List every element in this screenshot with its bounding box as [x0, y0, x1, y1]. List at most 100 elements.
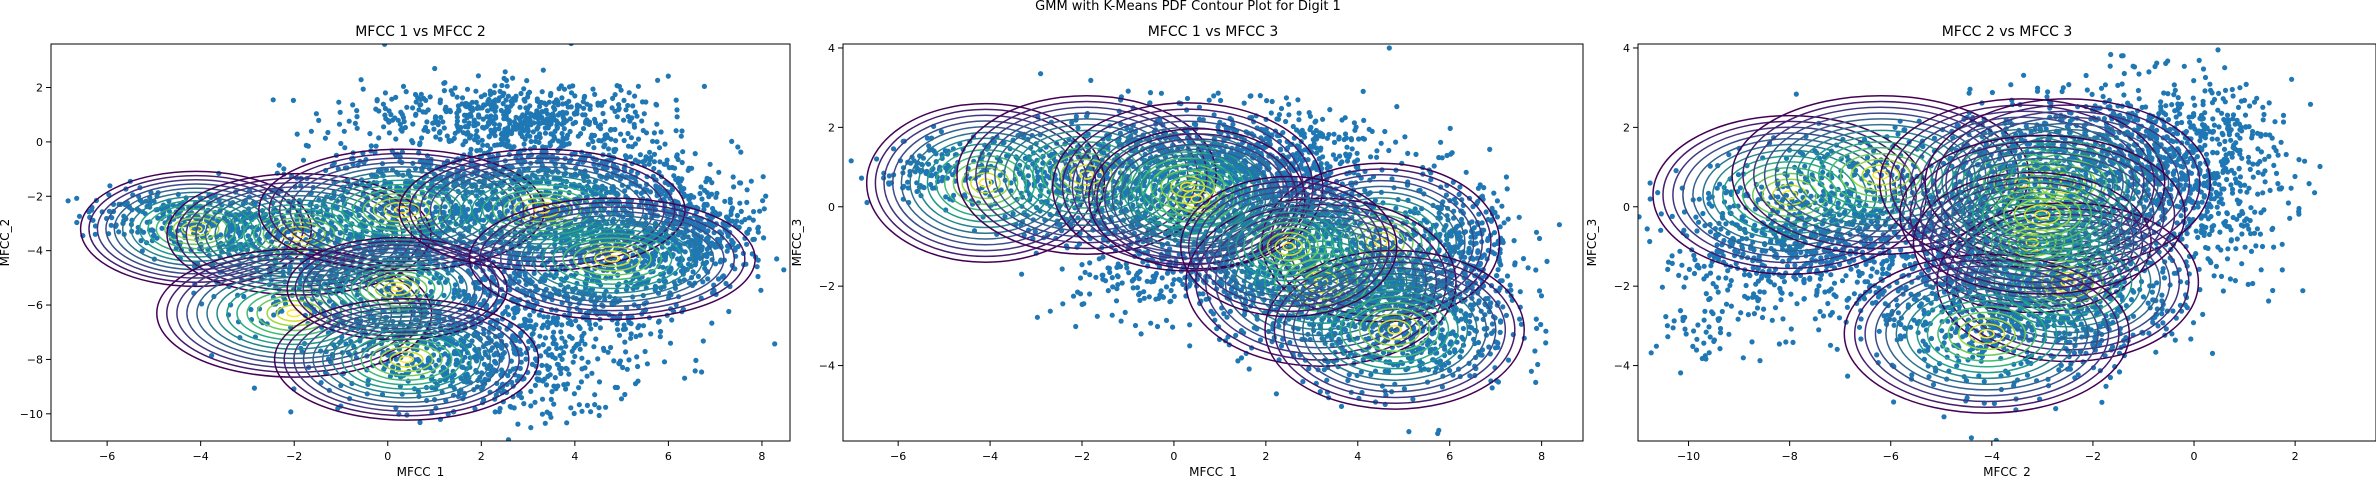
scatter-point	[523, 356, 529, 362]
contour-level	[293, 306, 520, 412]
scatter-point	[1125, 88, 1131, 94]
scatter-point	[552, 375, 558, 381]
scatter-point	[732, 266, 738, 272]
y-tick-label: −4	[27, 245, 43, 258]
scatter-point	[480, 116, 486, 122]
scatter-point	[553, 341, 559, 348]
scatter-point	[643, 252, 649, 259]
x-tick-label: −2	[286, 450, 302, 463]
scatter-point	[554, 319, 560, 325]
scatter-point	[482, 277, 488, 283]
scatter-point	[471, 123, 477, 129]
scatter-point	[596, 405, 602, 411]
scatter-point	[393, 136, 399, 142]
scatter-point	[351, 343, 357, 349]
scatter-point	[546, 181, 552, 187]
scatter-point	[700, 338, 706, 344]
scatter-point	[596, 412, 602, 419]
scatter-point	[155, 215, 161, 221]
scatter-point	[686, 280, 693, 286]
scatter-point	[742, 216, 748, 223]
scatter-point	[417, 419, 423, 426]
scatter-point	[628, 174, 634, 180]
scatter-point	[729, 138, 735, 144]
scatter-point	[528, 403, 534, 409]
scatter-point	[367, 131, 373, 137]
scatter-point	[582, 93, 588, 99]
scatter-point	[282, 301, 289, 307]
contour-level	[408, 152, 676, 267]
scatter-point	[513, 126, 519, 132]
scatter-point	[360, 86, 366, 92]
scatter-point	[584, 117, 590, 123]
scatter-point	[533, 138, 539, 144]
scatter-point	[673, 176, 679, 182]
scatter-point	[422, 124, 429, 131]
scatter-point	[559, 95, 565, 101]
scatter-point	[750, 236, 756, 243]
scatter-point	[519, 124, 525, 130]
scatter-point	[595, 102, 601, 108]
scatter-point	[485, 120, 491, 126]
contour-level	[312, 315, 501, 404]
scatter-point	[633, 258, 639, 264]
scatter-point	[886, 173, 892, 179]
contour-level	[283, 302, 530, 417]
scatter-point	[749, 251, 755, 257]
scatter-point	[628, 135, 635, 141]
scatter-point	[464, 86, 471, 92]
contour-level	[461, 175, 624, 245]
scatter-point	[313, 111, 319, 117]
scatter-point	[585, 141, 592, 147]
scatter-point	[731, 184, 737, 190]
contour-level	[389, 351, 424, 368]
scatter-point	[669, 317, 675, 323]
scatter-point	[521, 86, 527, 92]
scatter-point	[529, 279, 535, 285]
scatter-point	[386, 130, 392, 136]
scatter-point	[548, 396, 554, 402]
scatter-point	[682, 375, 688, 381]
scatter-point	[569, 335, 575, 341]
scatter-point	[592, 392, 598, 398]
scatter-point	[539, 411, 546, 417]
scatter-point	[580, 126, 587, 132]
scatter-point	[412, 91, 419, 98]
scatter-point	[416, 358, 422, 364]
scatter-point	[431, 126, 437, 132]
scatter-point	[531, 270, 537, 276]
scatter-point	[595, 356, 601, 362]
scatter-point	[108, 222, 114, 228]
scatter-point	[551, 329, 557, 335]
scatter-point	[513, 337, 519, 343]
y-tick-label: −8	[27, 353, 43, 366]
scatter-point	[610, 95, 616, 101]
scatter-point	[734, 218, 740, 224]
scatter-point	[723, 214, 730, 220]
scatter-point	[1008, 180, 1014, 186]
scatter-point	[758, 287, 764, 293]
scatter-point	[475, 73, 481, 79]
scatter-point	[441, 80, 447, 86]
scatter-point	[858, 175, 865, 181]
scatter-point	[599, 159, 605, 165]
scatter-point	[573, 318, 579, 324]
scatter-point	[615, 107, 622, 113]
scatter-point	[442, 204, 448, 210]
scatter-point	[376, 135, 382, 141]
scatter-point	[494, 380, 500, 386]
scatter-point	[704, 236, 710, 242]
scatter-point	[511, 144, 517, 150]
scatter-point	[667, 340, 674, 346]
scatter-point	[536, 376, 542, 382]
scatter-point	[651, 165, 657, 172]
contour-level	[334, 259, 460, 319]
scatter-point	[508, 98, 514, 104]
contour-level	[379, 346, 434, 373]
scatter-point	[674, 152, 680, 158]
scatter-point	[294, 131, 300, 137]
scatter-point	[455, 208, 461, 214]
scatter-point	[393, 356, 399, 362]
scatter-point	[761, 235, 767, 241]
scatter-point	[714, 190, 720, 196]
